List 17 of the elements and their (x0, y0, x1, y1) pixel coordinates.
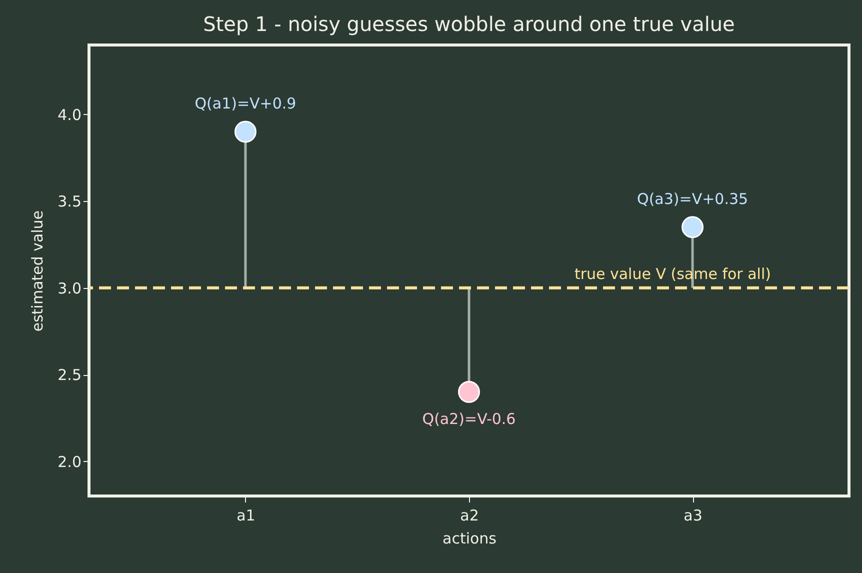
annotation: Q(a3)=V+0.35 (637, 190, 748, 208)
x-tick-label: a3 (684, 506, 702, 524)
x-axis-title: actions (442, 530, 497, 548)
y-tick-label: 2.5 (58, 366, 82, 384)
chart-title: Step 1 - noisy guesses wobble around one true value (203, 12, 735, 36)
y-tick-label: 3.0 (58, 279, 82, 298)
point (234, 120, 256, 143)
point (682, 216, 704, 238)
y-tick-label: 4.0 (58, 106, 82, 124)
annotation: Q(a2)=V-0.6 (422, 410, 516, 428)
point (458, 380, 480, 403)
y-axis-title: estimated value (28, 210, 47, 332)
y-tick-label: 3.5 (58, 192, 82, 211)
x-tick-label: a1 (236, 506, 256, 524)
annotation: Q(a1)=V+0.9 (194, 94, 296, 113)
x-tick-label: a2 (460, 506, 479, 524)
y-tick-label: 2.0 (58, 452, 82, 471)
